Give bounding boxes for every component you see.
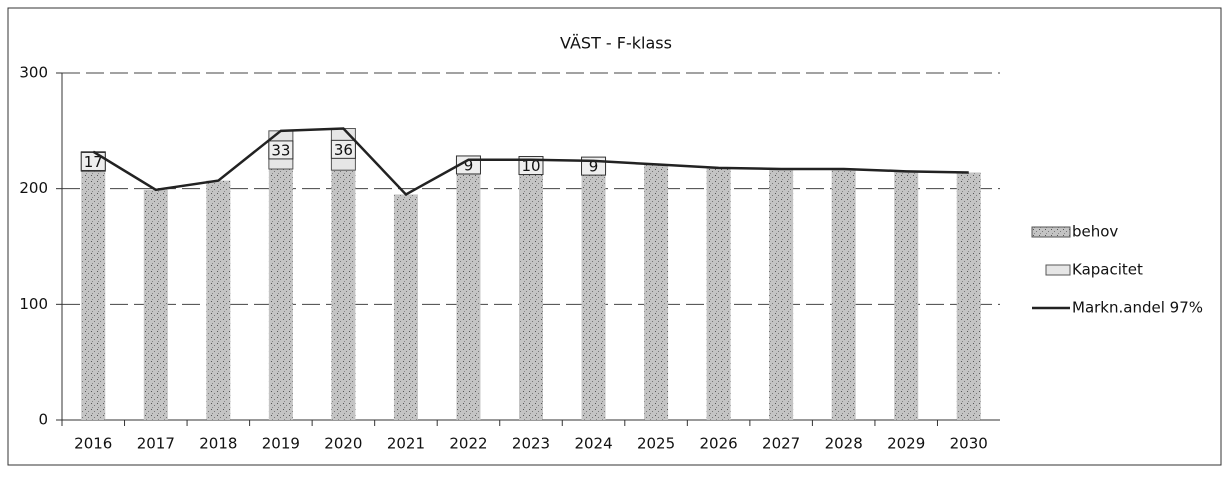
x-tick-label: 2027: [762, 435, 800, 453]
data-label-box: [268, 140, 294, 160]
chart-title: VÄST - F-klass: [560, 34, 672, 53]
x-tick-label: 2025: [637, 435, 675, 453]
x-tick-label: 2030: [950, 435, 988, 453]
data-label-box: [330, 139, 356, 159]
x-tick-label: 2016: [74, 435, 112, 453]
bar-segment: [519, 171, 543, 420]
legend-label: Markn.andel 97%: [1072, 299, 1203, 317]
x-tick-label: 2019: [262, 435, 300, 453]
data-label: 10: [521, 157, 540, 175]
x-tick-label: 2018: [199, 435, 237, 453]
x-tick-label: 2022: [449, 435, 487, 453]
bar-segment: [706, 167, 731, 420]
bar-segment: [268, 169, 293, 420]
x-tick-label: 2024: [574, 435, 612, 453]
data-label: 9: [464, 156, 474, 174]
bar-segment: [831, 169, 856, 420]
legend-label: Kapacitet: [1072, 261, 1143, 279]
y-tick-label: 0: [38, 411, 48, 429]
data-label: 36: [334, 141, 353, 159]
x-tick-label: 2028: [825, 435, 863, 453]
legend-swatch: [1045, 264, 1071, 276]
y-tick-label: 100: [19, 295, 48, 313]
bar-segment: [206, 180, 231, 420]
bar-segment: [644, 164, 669, 420]
x-tick-label: 2017: [137, 435, 175, 453]
x-tick-label: 2029: [887, 435, 925, 453]
bar-segment: [581, 171, 606, 420]
legend-label: behov: [1072, 223, 1118, 241]
line: [92, 127, 969, 197]
x-tick-label: 2021: [387, 435, 425, 453]
y-tick-label: 300: [19, 64, 48, 82]
x-tick-label: 2023: [512, 435, 550, 453]
bar-segment: [456, 170, 481, 420]
data-label: 17: [84, 153, 103, 171]
bar-segment: [894, 171, 919, 420]
legend-swatch: [1031, 226, 1071, 238]
data-label: 9: [589, 158, 599, 176]
bar-segment: [956, 172, 981, 420]
bar-segment: [393, 194, 418, 420]
bar-segment: [81, 171, 106, 420]
bar-segment: [769, 169, 794, 420]
chart-border: [7, 7, 1222, 466]
y-tick-label: 200: [19, 179, 48, 197]
bar-segment: [143, 189, 168, 420]
bar-segment: [331, 170, 356, 420]
x-tick-label: 2020: [324, 435, 362, 453]
data-label: 33: [271, 141, 290, 159]
x-tick-label: 2026: [700, 435, 738, 453]
